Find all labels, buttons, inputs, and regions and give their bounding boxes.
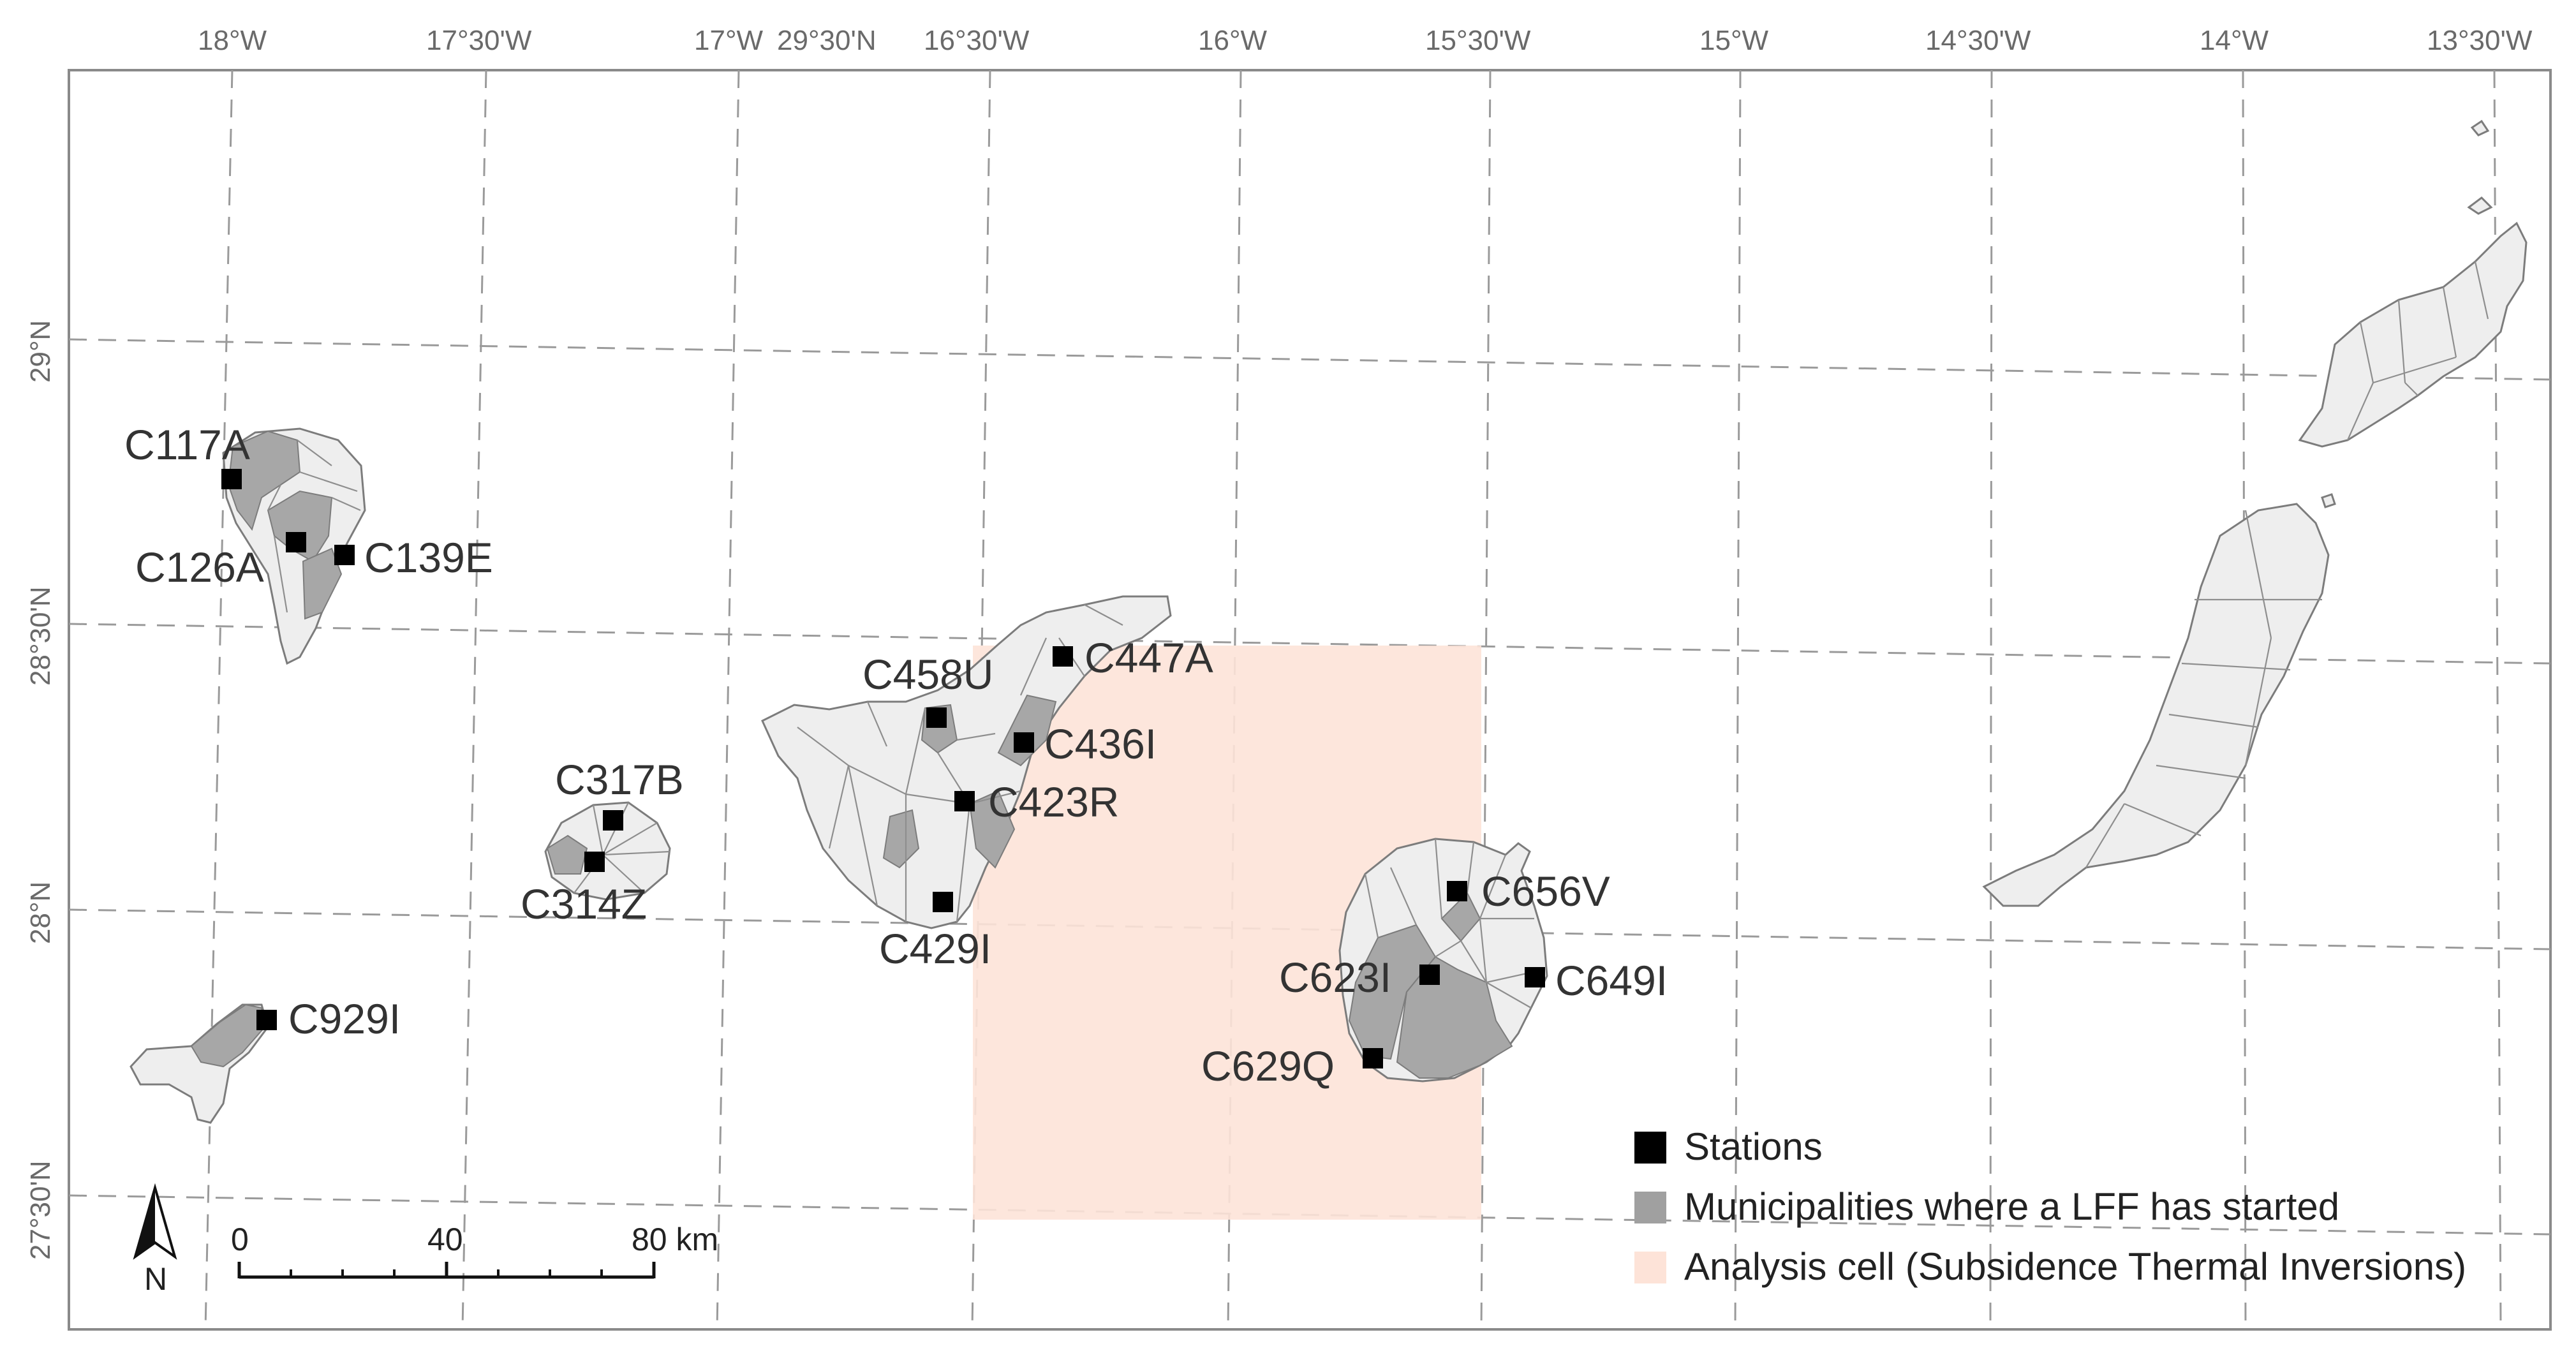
station-marker-c314z xyxy=(584,852,605,872)
island-la-gomera xyxy=(544,801,671,901)
north-arrow: N xyxy=(133,1183,177,1297)
station-label: C436I xyxy=(1044,720,1157,767)
station-label: C629Q xyxy=(1201,1042,1335,1090)
station-label: C314Z xyxy=(521,880,647,928)
parallel-28-30n xyxy=(68,623,2551,665)
station-marker-c436i xyxy=(1014,732,1034,753)
station-marker-c447a xyxy=(1053,646,1073,667)
longitude-label: 17°W xyxy=(694,25,764,56)
station-label: C447A xyxy=(1084,634,1213,681)
longitude-label: 16°30'W xyxy=(924,25,1030,56)
meridian-17-30w xyxy=(461,70,487,1330)
legend-station-swatch xyxy=(1634,1132,1666,1164)
station-label: C649I xyxy=(1555,957,1668,1004)
longitude-label: 15°W xyxy=(1699,25,1769,56)
station-marker-c656v xyxy=(1447,881,1467,901)
station-marker-c126a xyxy=(286,532,306,552)
legend-stations-label: Stations xyxy=(1684,1125,1823,1168)
station-label: C126A xyxy=(135,543,264,591)
legend: Stations Municipalities where a LFF has … xyxy=(1634,1125,2466,1288)
station-label: C139E xyxy=(364,534,493,581)
station-label: C317B xyxy=(555,756,684,803)
station-marker-c117a xyxy=(221,469,242,489)
longitude-labels: 18°W 17°30'W 17°W 29°30'N 16°30'W 16°W 1… xyxy=(198,25,2533,56)
station-labels: C117A C126A C139E C317B C314Z C929I C458… xyxy=(124,421,1668,1090)
station-label: C429I xyxy=(879,925,991,972)
longitude-label: 16°W xyxy=(1198,25,1268,56)
map-frame xyxy=(68,69,2552,1331)
parallel-29n xyxy=(68,338,2551,381)
scale-label-40: 40 xyxy=(427,1222,463,1257)
island-fuerteventura xyxy=(1982,493,2336,907)
legend-municipality-swatch xyxy=(1634,1192,1666,1223)
latitude-label: 28°30'N xyxy=(25,586,56,686)
station-label: C117A xyxy=(124,421,250,468)
legend-municipalities-label: Municipalities where a LFF has started xyxy=(1684,1185,2339,1228)
scale-bar: 0 40 80 km xyxy=(231,1222,718,1279)
station-label: C929I xyxy=(288,995,401,1042)
station-label: C656V xyxy=(1481,868,1610,915)
latitude-label: 29°N xyxy=(25,320,56,383)
scale-label-80: 80 km xyxy=(632,1222,718,1257)
meridian-17w xyxy=(716,70,740,1330)
station-marker-c423r xyxy=(954,791,975,811)
meridian-15w xyxy=(1734,70,1742,1330)
latitude-label: 27°30'N xyxy=(25,1160,56,1260)
station-label: C423R xyxy=(988,778,1119,825)
meridian-15-30w xyxy=(1480,70,1492,1330)
latitude-labels: 29°N 28°30'N 28°N 27°30'N xyxy=(25,320,56,1260)
longitude-label: 17°30'W xyxy=(426,25,532,56)
scale-label-0: 0 xyxy=(231,1222,249,1257)
island-el-hierro xyxy=(130,1003,269,1124)
longitude-label: 14°W xyxy=(2200,25,2269,56)
latitude-label: 28°N xyxy=(25,882,56,944)
station-marker-c139e xyxy=(334,545,355,565)
island-lanzarote xyxy=(2298,119,2528,448)
legend-cell-label: Analysis cell (Subsidence Thermal Invers… xyxy=(1684,1245,2466,1288)
station-marker-c649i xyxy=(1525,967,1545,987)
station-marker-c629q xyxy=(1363,1048,1383,1068)
stations xyxy=(221,469,1545,1068)
station-marker-c929i xyxy=(256,1010,277,1030)
station-label: C458U xyxy=(862,651,993,698)
longitude-label: 18°W xyxy=(198,25,267,56)
north-label: N xyxy=(144,1261,167,1297)
meridian-14-30w xyxy=(1989,70,1993,1330)
meridian-18w xyxy=(204,70,233,1330)
station-marker-c429i xyxy=(933,892,953,912)
station-marker-c458u xyxy=(926,707,947,728)
longitude-label: 13°30'W xyxy=(2427,25,2533,56)
station-marker-c317b xyxy=(603,810,623,831)
longitude-label: 15°30'W xyxy=(1425,25,1531,56)
longitude-label: 14°30'W xyxy=(1925,25,2031,56)
island-gran-canaria xyxy=(1338,838,1548,1083)
legend-cell-swatch xyxy=(1634,1252,1666,1283)
station-marker-c623i xyxy=(1419,965,1440,985)
stray-latitude-label: 29°30'N xyxy=(777,25,877,56)
station-label: C623I xyxy=(1279,954,1391,1001)
